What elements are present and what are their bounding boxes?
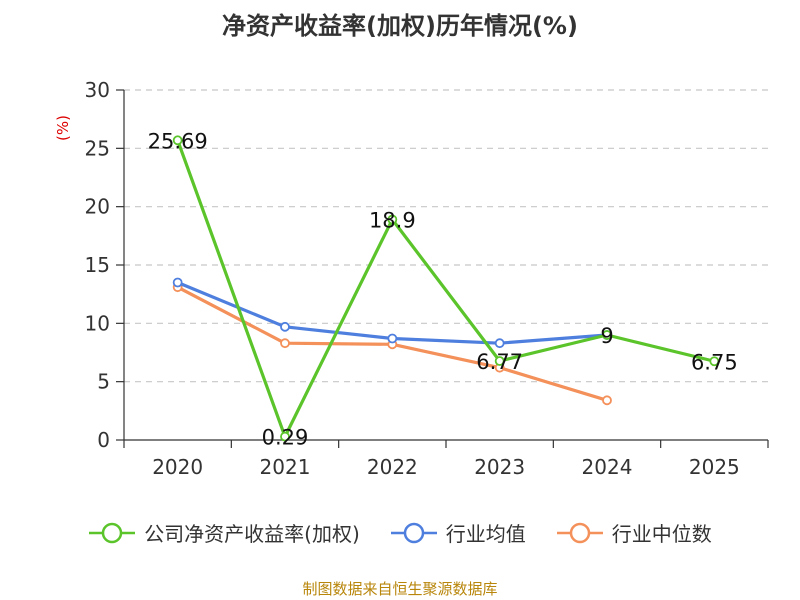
series-line-0 — [176, 139, 715, 439]
legend-label: 行业均值 — [445, 522, 526, 546]
y-axis-unit-label: (%) — [54, 115, 72, 141]
data-point — [280, 431, 290, 442]
y-tick-label: 25 — [85, 136, 110, 160]
data-label: 18.9 — [369, 209, 416, 233]
data-point — [172, 135, 183, 146]
data-point — [387, 214, 398, 225]
y-tick-label: 0 — [97, 428, 110, 452]
data-label: 6.75 — [691, 350, 738, 374]
x-tick-label: 2024 — [582, 455, 633, 479]
data-point — [602, 395, 612, 406]
data-point — [280, 321, 290, 332]
data-point — [602, 330, 612, 340]
data-label: 6.77 — [476, 350, 523, 374]
data-point — [709, 356, 720, 367]
x-tick-label: 2022 — [367, 455, 418, 479]
x-tick-label: 2025 — [689, 455, 740, 479]
y-tick-label: 15 — [85, 253, 110, 277]
y-tick-label: 30 — [85, 78, 110, 102]
source-footer: 制图数据来自恒生聚源数据库 — [302, 580, 498, 598]
legend-marker-icon — [390, 522, 437, 543]
x-tick-label: 2021 — [260, 455, 311, 479]
data-point — [172, 277, 183, 288]
data-point — [280, 338, 290, 349]
legend-marker-icon — [556, 522, 603, 543]
x-tick-label: 2023 — [474, 455, 525, 479]
legend-label: 公司净资产收益率(加权) — [144, 522, 360, 546]
y-tick-label: 20 — [85, 195, 110, 219]
data-point — [494, 356, 505, 366]
chart-title: 净资产收益率(加权)历年情况(%) — [222, 12, 578, 40]
data-label: 9 — [600, 324, 613, 348]
data-label: 0.29 — [262, 426, 309, 450]
legend-item[interactable]: 行业中位数 — [556, 518, 712, 547]
legend-marker-icon — [89, 522, 136, 543]
x-tick-label: 2020 — [152, 455, 203, 479]
y-tick-label: 5 — [97, 370, 110, 394]
data-point — [387, 333, 398, 344]
legend-item[interactable]: 行业均值 — [390, 518, 526, 547]
legend-label: 行业中位数 — [611, 522, 712, 546]
y-tick-label: 10 — [85, 311, 110, 335]
data-label: 25.69 — [148, 129, 208, 153]
data-point — [494, 338, 505, 349]
legend-item[interactable]: 公司净资产收益率(加权) — [88, 518, 360, 547]
legend: 公司净资产收益率(加权) 行业均值 行业中位数 — [0, 518, 800, 547]
